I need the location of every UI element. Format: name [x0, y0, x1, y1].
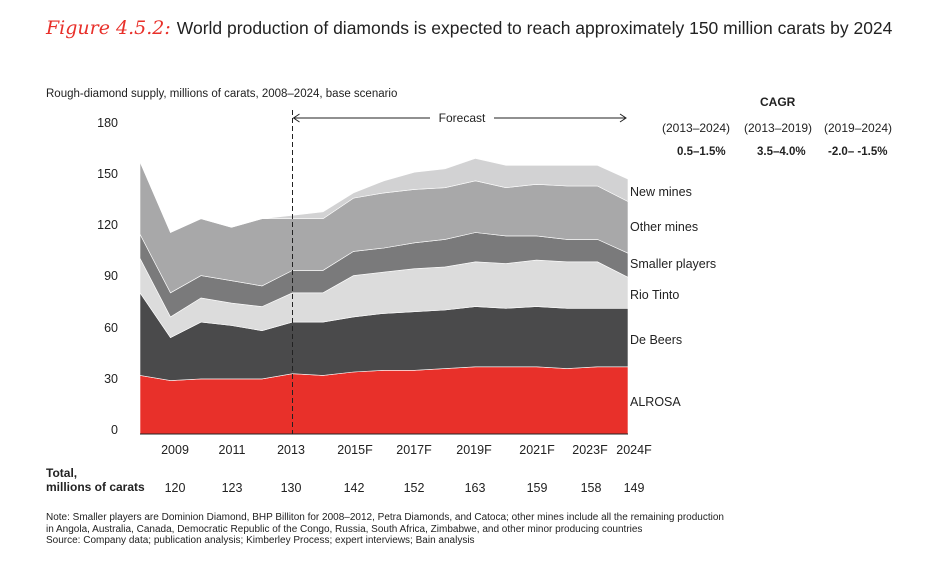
x-tick-2023F: 2023F: [572, 443, 608, 457]
y-tick-150: 150: [97, 167, 118, 181]
notes-line-2: in Angola, Australia, Canada, Democratic…: [46, 523, 643, 535]
legend-new-mines: New mines: [630, 185, 692, 199]
x-tick-2021F: 2021F: [519, 443, 555, 457]
x-tick-2017F: 2017F: [396, 443, 432, 457]
y-tick-90: 90: [104, 269, 118, 283]
total-2017: 152: [403, 481, 425, 495]
cagr-value-2: 3.5–4.0%: [757, 146, 806, 158]
total-2009: 120: [164, 481, 186, 495]
total-2023: 158: [580, 481, 602, 495]
cagr-value-3: -2.0– -1.5%: [828, 146, 888, 158]
y-tick-0: 0: [111, 423, 118, 437]
notes-line-1: Note: Smaller players are Dominion Diamo…: [46, 512, 724, 523]
legend-other-mines: Other mines: [630, 220, 699, 234]
legend-rio-tinto: Rio Tinto: [630, 288, 680, 302]
notes-line-3: Source: Company data; publication analys…: [46, 535, 475, 546]
cagr-header: CAGR: [760, 95, 796, 109]
total-2015: 142: [343, 481, 365, 495]
legend-de-beers: De Beers: [630, 333, 683, 347]
x-tick-2013: 2013: [277, 443, 305, 457]
figure-title: Figure 4.5.2: World production of diamond…: [46, 16, 926, 40]
y-tick-180: 180: [97, 116, 118, 130]
x-tick-2009: 2009: [161, 443, 189, 457]
x-tick-2024F: 2024F: [616, 443, 652, 457]
cagr-period-2: (2013–2019): [744, 121, 813, 135]
chart-notes: Note: Smaller players are Dominion Diamo…: [46, 512, 926, 547]
totals-label-line1: Total,: [46, 466, 78, 480]
forecast-label: Forecast: [439, 111, 486, 125]
y-tick-120: 120: [97, 218, 118, 232]
figure-label: Figure 4.5.2:: [46, 17, 171, 39]
figure-title-text: World production of diamonds is expected…: [176, 18, 893, 38]
chart-subtitle: Rough-diamond supply, millions of carats…: [46, 88, 398, 100]
total-2019: 163: [464, 481, 486, 495]
total-2021: 159: [526, 481, 548, 495]
legend-smaller-players: Smaller players: [630, 257, 717, 271]
legend-alrosa: ALROSA: [630, 395, 681, 409]
cagr-value-1: 0.5–1.5%: [677, 146, 726, 158]
y-tick-60: 60: [104, 321, 118, 335]
x-tick-2019F: 2019F: [456, 443, 492, 457]
total-2013: 130: [280, 481, 302, 495]
x-tick-2011: 2011: [218, 443, 246, 457]
total-2024: 149: [623, 481, 645, 495]
cagr-period-1: (2013–2024): [662, 121, 731, 135]
x-tick-2015F: 2015F: [337, 443, 373, 457]
area-new-mines: [139, 158, 629, 233]
total-2011: 123: [221, 481, 243, 495]
forecast-arrowhead-right: [619, 113, 627, 123]
cagr-period-3: (2019–2024): [824, 121, 893, 135]
totals-label-line2: millions of carats: [46, 480, 145, 494]
forecast-arrowhead-left: [292, 113, 300, 123]
y-tick-30: 30: [104, 372, 118, 386]
totals-label: Total, millions of carats: [46, 466, 145, 494]
